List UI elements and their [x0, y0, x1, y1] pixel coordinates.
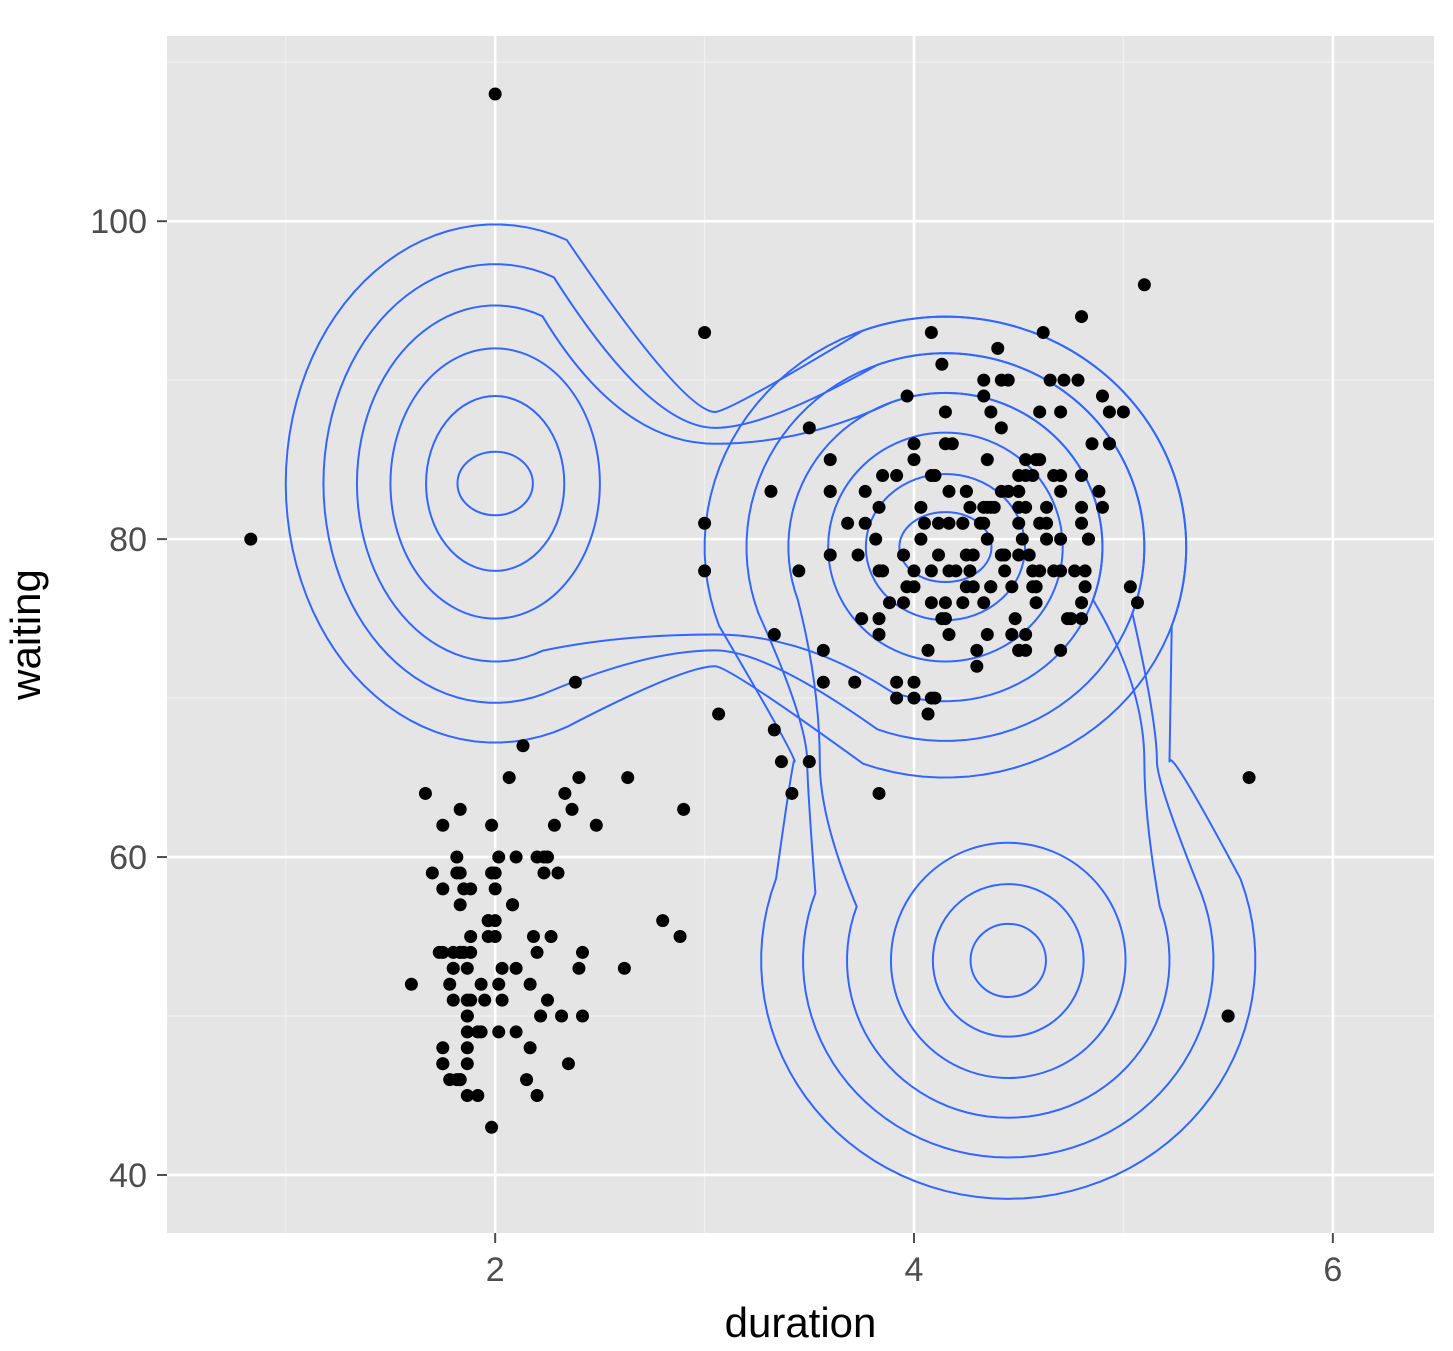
scatter-density-chart: 2 4 6 40 60 80 100 duration waiting: [0, 0, 1453, 1351]
y-tick-label: 40: [109, 1157, 147, 1195]
y-tick-label: 80: [109, 521, 147, 559]
y-tick-label: 100: [90, 203, 147, 241]
x-axis-label: duration: [725, 1299, 877, 1346]
x-tick-label: 4: [905, 1251, 924, 1289]
plot-panel: [167, 36, 1434, 1233]
y-axis-label: waiting: [2, 569, 49, 701]
chart-svg: 2 4 6 40 60 80 100 duration waiting: [0, 0, 1453, 1351]
y-tick-label: 60: [109, 839, 147, 877]
x-tick-label: 2: [486, 1251, 505, 1289]
x-tick-label: 6: [1323, 1251, 1342, 1289]
